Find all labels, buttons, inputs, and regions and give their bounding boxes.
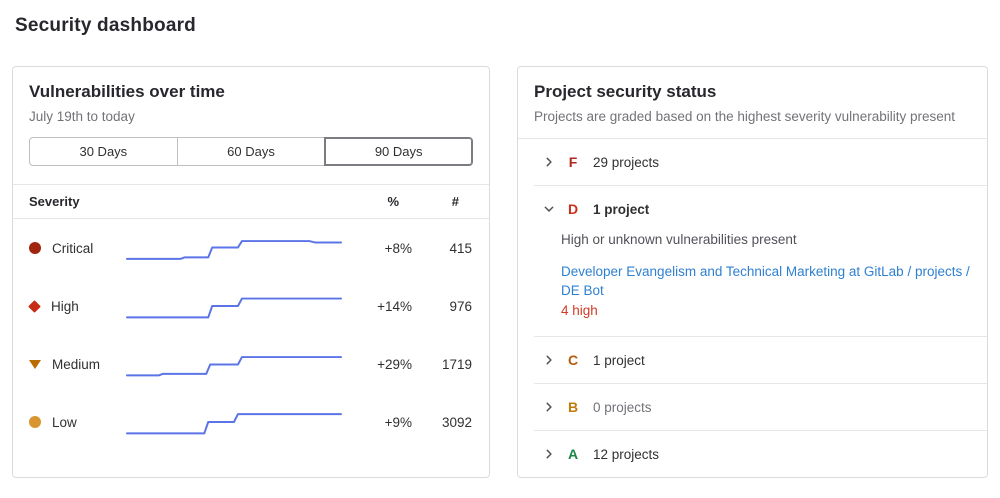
severity-label: Critical bbox=[52, 240, 94, 256]
sparkline-chart bbox=[125, 240, 343, 260]
grade-row-toggle[interactable]: B 0 projects bbox=[518, 384, 987, 430]
panel-title: Project security status bbox=[534, 82, 717, 101]
severity-label: High bbox=[51, 298, 79, 314]
dashboard-panels: Vulnerabilities over time July 19th to t… bbox=[12, 66, 988, 478]
sparkline-chart bbox=[125, 413, 343, 435]
severity-critical-icon bbox=[29, 242, 41, 254]
severity-low-icon bbox=[29, 416, 41, 428]
grade-section-a: A 12 projects bbox=[518, 431, 987, 477]
sparkline-chart bbox=[125, 356, 343, 377]
grade-project-count: 0 projects bbox=[593, 399, 652, 415]
severity-table-row: Medium +29% 1719 bbox=[13, 335, 489, 393]
severity-medium-icon bbox=[29, 359, 41, 369]
grade-project-count: 1 project bbox=[593, 201, 650, 217]
panel-subtitle: Projects are graded based on the highest… bbox=[534, 109, 955, 124]
grade-section-f: F 29 projects bbox=[518, 139, 987, 185]
grade-details: High or unknown vulnerabilities present … bbox=[518, 232, 987, 336]
grade-letter: C bbox=[567, 352, 579, 368]
grade-row-toggle[interactable]: C 1 project bbox=[518, 337, 987, 383]
chevron-down-icon bbox=[541, 201, 557, 217]
vulnerability-count-value: 3092 bbox=[441, 414, 472, 430]
divider bbox=[534, 185, 987, 186]
grade-project-count: 29 projects bbox=[593, 154, 660, 170]
range-button[interactable]: 60 Days bbox=[176, 137, 326, 166]
severity-table-body: Critical +8% 415 High +14% 976 Medium +2… bbox=[13, 219, 489, 451]
chevron-right-icon bbox=[541, 446, 557, 462]
severity-table-row: High +14% 976 bbox=[13, 277, 489, 335]
severity-label-group: Critical bbox=[29, 241, 125, 256]
percent-change-value: +8% bbox=[384, 240, 412, 256]
finding-count: 4 high bbox=[561, 303, 598, 318]
column-header-severity: Severity bbox=[29, 194, 80, 209]
grade-letter: B bbox=[567, 399, 579, 415]
chevron-right-icon bbox=[541, 352, 557, 368]
vulnerability-count-value: 415 bbox=[449, 240, 472, 256]
chevron-right-icon bbox=[541, 154, 557, 170]
column-header-percent: % bbox=[387, 194, 399, 209]
percent-change-value: +9% bbox=[384, 414, 412, 430]
grade-section-b: B 0 projects bbox=[518, 384, 987, 430]
grade-project-count: 12 projects bbox=[593, 446, 660, 462]
grade-list: F 29 projects D 1 project High or unknow… bbox=[518, 139, 987, 477]
severity-high-icon bbox=[28, 299, 41, 313]
vulnerability-count-value: 976 bbox=[449, 298, 472, 314]
column-header-count: # bbox=[451, 194, 459, 209]
severity-table-row: Critical +8% 415 bbox=[13, 219, 489, 277]
sparkline-chart bbox=[125, 297, 343, 319]
divider bbox=[534, 430, 987, 431]
grade-project-count: 1 project bbox=[593, 352, 645, 368]
grade-row-toggle[interactable]: A 12 projects bbox=[518, 431, 987, 477]
grade-section-c: C 1 project bbox=[518, 337, 987, 383]
severity-label-group: Medium bbox=[29, 357, 125, 372]
divider bbox=[534, 336, 987, 337]
vulnerabilities-over-time-panel: Vulnerabilities over time July 19th to t… bbox=[12, 66, 490, 478]
percent-change-value: +29% bbox=[377, 356, 412, 372]
severity-label: Medium bbox=[52, 356, 101, 372]
project-security-status-panel: Project security status Projects are gra… bbox=[517, 66, 988, 478]
percent-change-value: +14% bbox=[377, 298, 412, 314]
severity-table-header: Severity % # bbox=[13, 184, 489, 219]
severity-table-row: Low +9% 3092 bbox=[13, 393, 489, 451]
grade-row-toggle[interactable]: D 1 project bbox=[518, 186, 987, 232]
chevron-right-icon bbox=[541, 399, 557, 415]
day-range-button-group: 30 Days 60 Days 90 Days bbox=[29, 137, 474, 166]
severity-label-group: Low bbox=[29, 415, 125, 430]
severity-label-group: High bbox=[28, 298, 125, 314]
grade-row-toggle[interactable]: F 29 projects bbox=[518, 139, 987, 185]
grade-letter: A bbox=[567, 446, 579, 462]
grade-letter: F bbox=[568, 154, 578, 170]
panel-title: Vulnerabilities over time bbox=[29, 82, 225, 101]
page-title: Security dashboard bbox=[15, 15, 196, 36]
grade-letter: D bbox=[567, 201, 579, 217]
range-button[interactable]: 30 Days bbox=[29, 137, 178, 166]
vulnerability-count-value: 1719 bbox=[441, 356, 472, 372]
date-range-subtitle: July 19th to today bbox=[29, 109, 135, 124]
divider bbox=[534, 383, 987, 384]
grade-section-d: D 1 project High or unknown vulnerabilit… bbox=[518, 186, 987, 336]
project-link[interactable]: Developer Evangelism and Technical Marke… bbox=[561, 264, 970, 298]
severity-label: Low bbox=[52, 414, 77, 430]
range-button[interactable]: 90 Days bbox=[324, 137, 474, 166]
grade-description: High or unknown vulnerabilities present bbox=[561, 232, 797, 247]
